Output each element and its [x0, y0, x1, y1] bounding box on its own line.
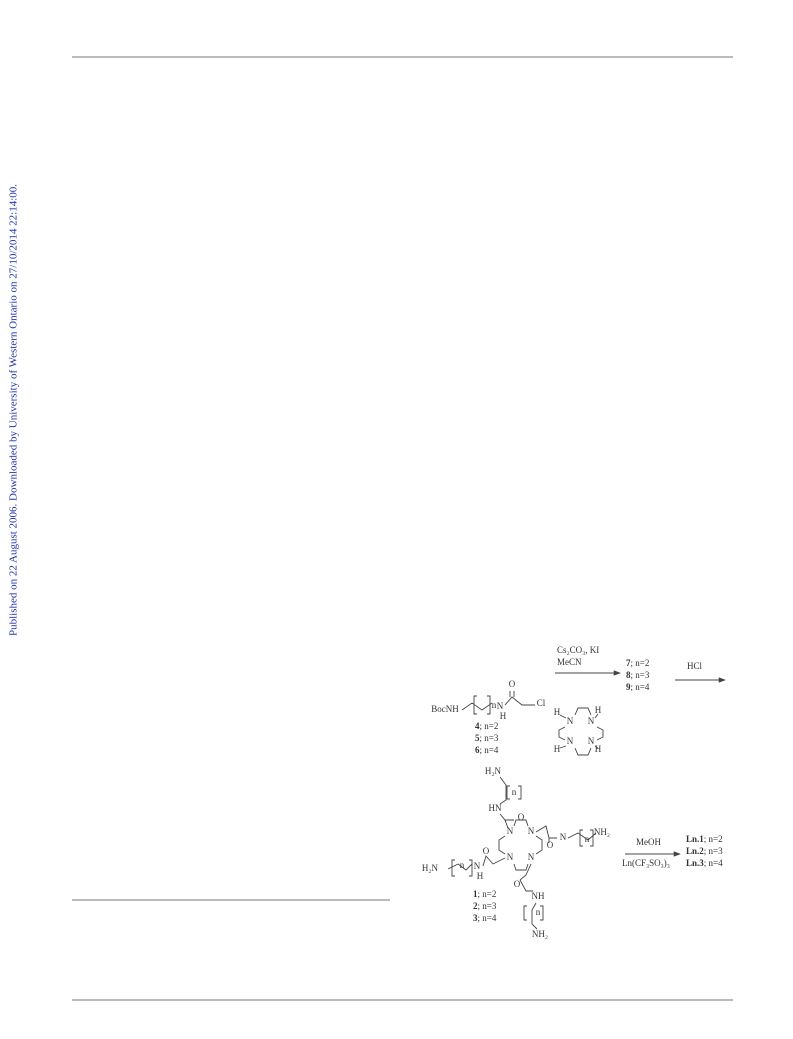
compound-label: 4; n=2: [475, 721, 498, 731]
compound-id: 3: [473, 913, 478, 923]
compound-condition: ; n=3: [480, 733, 499, 743]
compound-condition: ; n=2: [480, 721, 499, 731]
compound-condition: ; n=4: [631, 682, 650, 692]
atom-label: Cl: [537, 698, 546, 708]
atom-label: H: [595, 744, 602, 754]
atom-label: n: [492, 700, 497, 710]
atom-label: O: [514, 879, 521, 889]
atom-label: N: [474, 861, 481, 871]
atom-label: N: [507, 826, 514, 836]
compound-label: Ln.1; n=2: [686, 834, 723, 844]
reagent: HCl: [687, 661, 703, 671]
atom-label: H: [554, 707, 561, 717]
atom-label: O: [518, 812, 525, 822]
reagent: MeCN: [557, 657, 582, 667]
atom-label: H₂N: [485, 766, 502, 776]
compound-condition: ; n=4: [478, 913, 497, 923]
atom-label: H: [554, 744, 561, 754]
compound-condition: ; n=2: [704, 834, 723, 844]
atom-label: N: [588, 736, 595, 746]
atom-label: O: [547, 840, 554, 850]
compound-condition: ; n=3: [478, 901, 497, 911]
atom-label: n: [512, 787, 517, 797]
atom-label: N: [567, 716, 574, 726]
watermark: Published on 22 August 2006. Downloaded …: [8, 184, 20, 636]
compound-label: Ln.2; n=3: [686, 846, 723, 856]
atom-label: N: [507, 852, 514, 862]
atom-label: NH₂: [532, 929, 548, 939]
atom-label: H: [500, 711, 507, 721]
compound-label: 9; n=4: [626, 682, 650, 692]
atom-label: H₂N: [422, 863, 439, 873]
compound-label: 8; n=3: [626, 670, 650, 680]
atom-label: H: [595, 705, 602, 715]
compound-id: Ln.3: [686, 858, 704, 868]
compound-condition: ; n=3: [704, 846, 723, 856]
compound-id: 1: [473, 889, 478, 899]
compound-id: 5: [475, 733, 480, 743]
atom-label: N: [560, 832, 567, 842]
atom-label: n: [585, 834, 590, 844]
compound-label: Ln.3; n=4: [686, 858, 723, 868]
compound-id: 2: [473, 901, 478, 911]
atom-label: N: [528, 852, 535, 862]
compound-id: 4: [475, 721, 480, 731]
reagent: Ln(CF₃SO₃)₃: [622, 858, 670, 868]
atom-label: N: [528, 826, 535, 836]
atom-label: N: [497, 701, 504, 711]
reagent: MeOH: [636, 837, 661, 847]
compound-id: Ln.2: [686, 846, 704, 856]
atom-label: N: [588, 716, 595, 726]
atom-label: BocNH: [431, 704, 459, 714]
compound-condition: ; n=4: [704, 858, 723, 868]
compound-condition: ; n=3: [631, 670, 650, 680]
compound-condition: ; n=2: [478, 889, 497, 899]
atom-label: n: [460, 860, 465, 870]
compound-label: 7; n=2: [626, 658, 649, 668]
compound-condition: ; n=4: [480, 745, 499, 755]
reagent: Cs₂CO₃, KI: [557, 645, 599, 655]
atom-label: O: [483, 846, 490, 856]
compound-id: Ln.1: [686, 834, 704, 844]
compound-label: 2; n=3: [473, 901, 497, 911]
atom-label: HN: [489, 803, 502, 813]
compound-label: 1; n=2: [473, 889, 496, 899]
atom-label: O: [509, 679, 516, 689]
compound-condition: ; n=2: [631, 658, 650, 668]
atom-label: NH: [532, 891, 545, 901]
compound-label: 5; n=3: [475, 733, 499, 743]
atom-label: H: [477, 871, 484, 881]
compound-id: 6: [475, 745, 480, 755]
compound-id: 8: [626, 670, 631, 680]
atom-label: n: [536, 907, 541, 917]
compound-label: 6; n=4: [475, 745, 499, 755]
compound-id: 9: [626, 682, 631, 692]
bonds: [447, 691, 604, 930]
atom-label: N: [567, 736, 574, 746]
atom-label: NH₂: [594, 827, 610, 837]
compound-id: 7: [626, 658, 631, 668]
compound-label: 3; n=4: [473, 913, 497, 923]
